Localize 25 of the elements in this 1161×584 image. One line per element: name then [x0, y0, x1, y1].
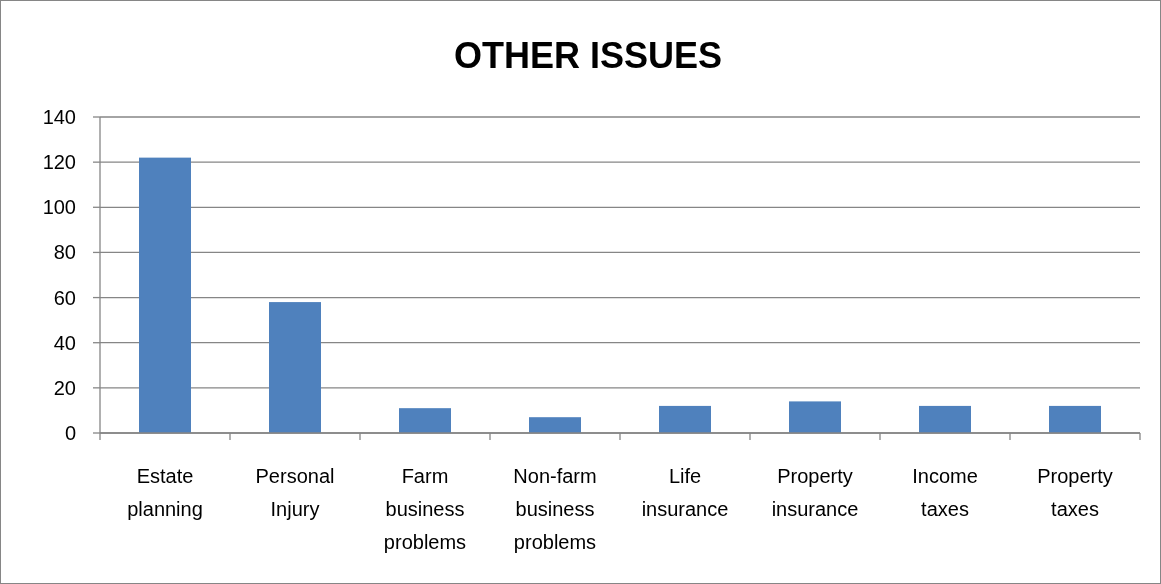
x-tick-label: Income taxes — [912, 465, 978, 520]
bar — [139, 157, 191, 433]
bar — [789, 401, 841, 433]
y-tick-label: 140 — [42, 106, 76, 128]
bar — [919, 405, 971, 433]
y-tick-label: 80 — [53, 241, 76, 264]
y-tick-label: 20 — [53, 376, 76, 399]
x-tick-label: Non-farm business problems — [513, 465, 597, 553]
x-tick-label: Property taxes — [1037, 465, 1113, 520]
y-tick-label: 0 — [64, 422, 76, 444]
bar — [1049, 405, 1101, 433]
y-tick-label: 100 — [42, 196, 76, 219]
chart-title: OTHER ISSUES — [453, 35, 723, 76]
bar — [659, 405, 711, 433]
y-tick-label: 40 — [53, 331, 76, 354]
bar — [529, 417, 581, 433]
x-tick-label: Estate planning — [127, 465, 203, 520]
y-tick-label: 60 — [53, 286, 76, 309]
x-tick-label: Personal Injury — [255, 465, 335, 520]
y-tick-label: 120 — [42, 151, 76, 174]
bar — [399, 408, 451, 433]
bar — [269, 302, 321, 433]
x-tick-label: Farm business problems — [383, 465, 467, 553]
x-tick-label: Life insurance — [641, 465, 729, 520]
x-tick-label: Property insurance — [771, 465, 859, 520]
